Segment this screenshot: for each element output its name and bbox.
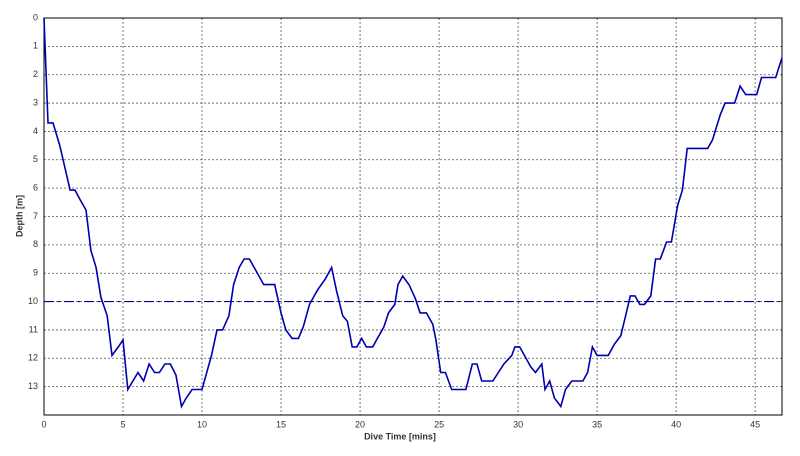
y-tick-label: 12 [28, 353, 38, 363]
x-tick-label: 20 [355, 419, 365, 429]
x-tick-label: 5 [121, 419, 126, 429]
y-tick-label: 1 [33, 41, 38, 51]
x-tick-label: 40 [671, 419, 681, 429]
depth-line [43, 17, 783, 409]
x-tick-label: 25 [434, 419, 444, 429]
y-tick-label: 8 [33, 239, 38, 249]
x-tick-label: 30 [513, 419, 523, 429]
y-tick-label: 3 [33, 97, 38, 107]
y-axis-label: Depth [m] [14, 195, 24, 237]
x-axis-label: Dive Time [mins] [364, 431, 436, 441]
y-tick-label: 13 [28, 381, 38, 391]
x-tick-label: 0 [41, 419, 46, 429]
y-tick-label: 9 [33, 268, 38, 278]
y-tick-label: 7 [33, 211, 38, 221]
y-tick-label: 11 [29, 324, 38, 334]
y-tick-label: 10 [28, 296, 38, 306]
plot-border [43, 17, 783, 416]
x-tick-label: 35 [592, 419, 602, 429]
y-tick-label: 2 [33, 69, 38, 79]
x-tick-label: 15 [276, 419, 286, 429]
y-tick-label: 4 [33, 126, 38, 136]
y-tick-label: 0 [33, 12, 38, 22]
x-tick-label: 10 [197, 419, 207, 429]
x-tick-label: 45 [750, 419, 760, 429]
y-tick-label: 5 [33, 154, 38, 164]
y-tick-label: 6 [33, 183, 38, 193]
